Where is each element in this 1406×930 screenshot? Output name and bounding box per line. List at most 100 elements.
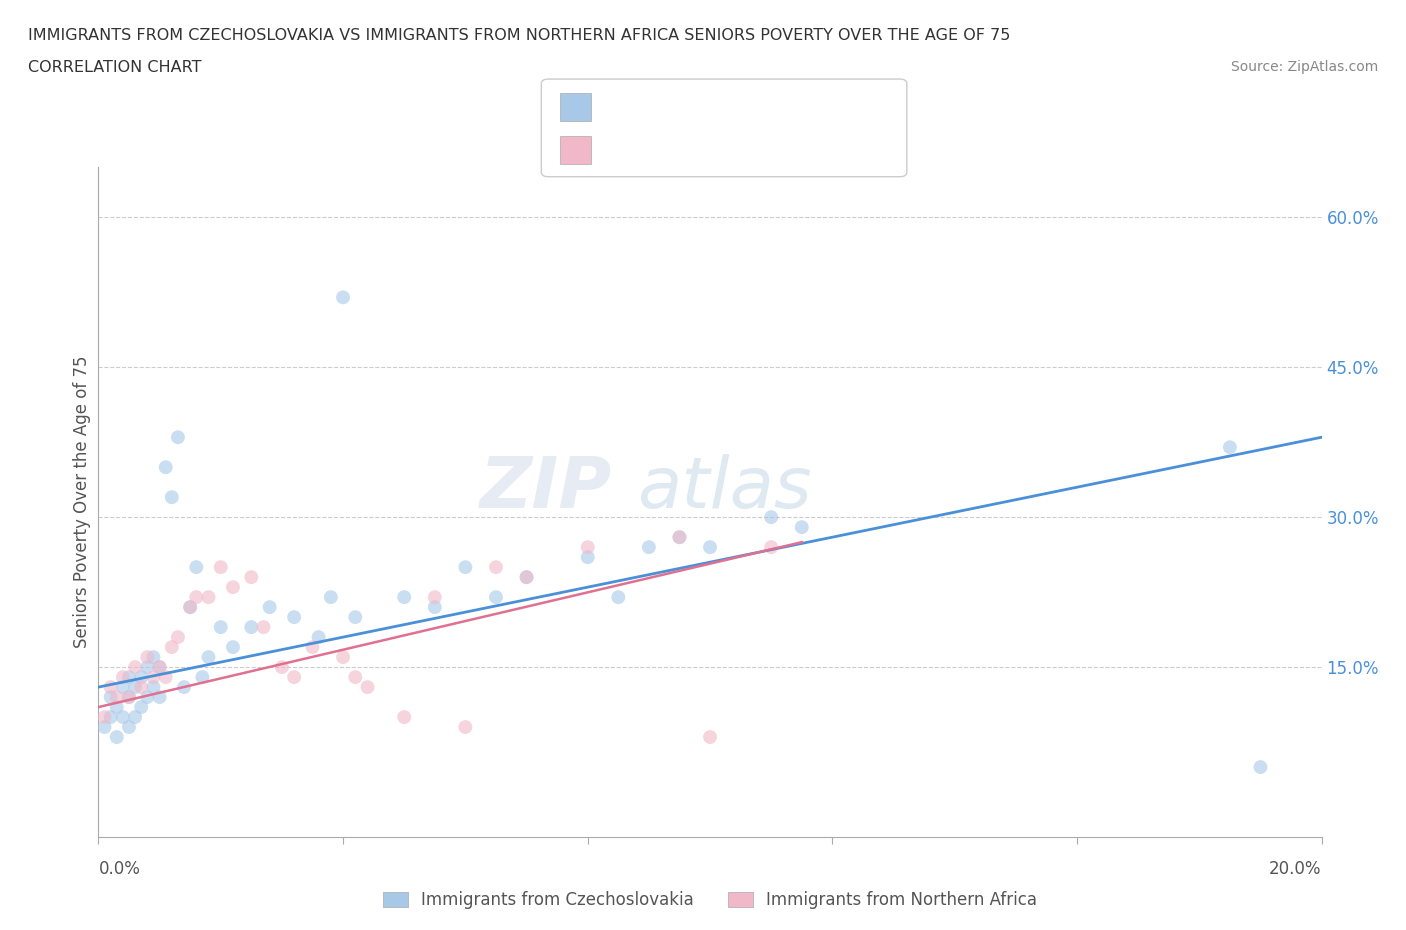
Point xyxy=(516,570,538,585)
Point xyxy=(423,600,446,615)
Text: IMMIGRANTS FROM CZECHOSLOVAKIA VS IMMIGRANTS FROM NORTHERN AFRICA SENIORS POVERT: IMMIGRANTS FROM CZECHOSLOVAKIA VS IMMIGR… xyxy=(28,28,1011,43)
Point xyxy=(136,690,159,705)
Point xyxy=(270,659,292,674)
Text: atlas: atlas xyxy=(637,455,811,524)
Point xyxy=(149,659,172,674)
Point xyxy=(129,699,152,714)
Point xyxy=(607,590,630,604)
Point xyxy=(142,680,165,695)
Point xyxy=(637,539,661,554)
Point xyxy=(259,600,281,615)
Point xyxy=(111,680,134,695)
Point xyxy=(668,530,690,545)
Point xyxy=(149,659,172,674)
Point xyxy=(301,640,323,655)
Point xyxy=(485,560,508,575)
Point xyxy=(283,610,305,625)
Point xyxy=(160,490,183,505)
Text: 51: 51 xyxy=(733,102,754,118)
Point xyxy=(124,659,146,674)
Point xyxy=(319,590,342,604)
Point xyxy=(356,680,378,695)
Point xyxy=(209,560,232,575)
Point xyxy=(699,539,721,554)
Text: N =: N = xyxy=(693,145,727,160)
Point xyxy=(344,610,367,625)
Point xyxy=(576,539,599,554)
Point xyxy=(100,710,122,724)
Point xyxy=(576,550,599,565)
Text: 20.0%: 20.0% xyxy=(1270,860,1322,878)
Point xyxy=(118,670,141,684)
Text: N =: N = xyxy=(693,102,727,118)
Point xyxy=(1219,440,1241,455)
Point xyxy=(105,699,128,714)
Point xyxy=(136,650,159,665)
Point xyxy=(129,670,152,684)
Point xyxy=(111,710,134,724)
Point xyxy=(344,670,367,684)
Text: 0.346: 0.346 xyxy=(641,145,689,160)
Text: R =: R = xyxy=(602,102,636,118)
Point xyxy=(283,670,305,684)
Point xyxy=(759,510,782,525)
Point xyxy=(142,670,165,684)
Point xyxy=(759,539,782,554)
Point xyxy=(191,670,214,684)
Point xyxy=(124,710,146,724)
Point xyxy=(186,560,208,575)
Point xyxy=(454,720,477,735)
Point xyxy=(142,650,165,665)
Text: 35: 35 xyxy=(733,145,754,160)
Point xyxy=(240,570,263,585)
Point xyxy=(668,530,690,545)
Text: R =: R = xyxy=(602,145,636,160)
Text: Source: ZipAtlas.com: Source: ZipAtlas.com xyxy=(1230,60,1378,74)
Point xyxy=(111,670,134,684)
Point xyxy=(485,590,508,604)
Y-axis label: Seniors Poverty Over the Age of 75: Seniors Poverty Over the Age of 75 xyxy=(73,356,91,648)
Point xyxy=(118,720,141,735)
Point xyxy=(118,690,141,705)
Point xyxy=(173,680,195,695)
Point xyxy=(209,619,232,634)
Point xyxy=(197,590,219,604)
Point xyxy=(124,680,146,695)
Text: ZIP: ZIP xyxy=(479,455,612,524)
Point xyxy=(118,690,141,705)
Point xyxy=(516,570,538,585)
Point xyxy=(93,720,115,735)
Point xyxy=(699,730,721,745)
Point xyxy=(155,459,177,474)
Text: 0.308: 0.308 xyxy=(641,102,689,118)
Point xyxy=(100,680,122,695)
Point xyxy=(454,560,477,575)
Point xyxy=(240,619,263,634)
Point xyxy=(155,670,177,684)
Point xyxy=(160,640,183,655)
Point xyxy=(100,690,122,705)
Point xyxy=(93,710,115,724)
Point xyxy=(179,600,201,615)
Point xyxy=(105,690,128,705)
Point xyxy=(167,430,190,445)
Point xyxy=(222,640,245,655)
Point xyxy=(423,590,446,604)
Text: CORRELATION CHART: CORRELATION CHART xyxy=(28,60,201,75)
Point xyxy=(1249,760,1271,775)
Point xyxy=(167,630,190,644)
Point xyxy=(129,680,152,695)
Point xyxy=(332,650,354,665)
Point xyxy=(392,710,416,724)
Point xyxy=(149,690,172,705)
Point xyxy=(197,650,219,665)
Point xyxy=(308,630,330,644)
Point xyxy=(186,590,208,604)
Point xyxy=(392,590,416,604)
Point xyxy=(332,290,354,305)
Point xyxy=(105,730,128,745)
Point xyxy=(790,520,813,535)
Point xyxy=(252,619,274,634)
Text: 0.0%: 0.0% xyxy=(98,860,141,878)
Point xyxy=(179,600,201,615)
